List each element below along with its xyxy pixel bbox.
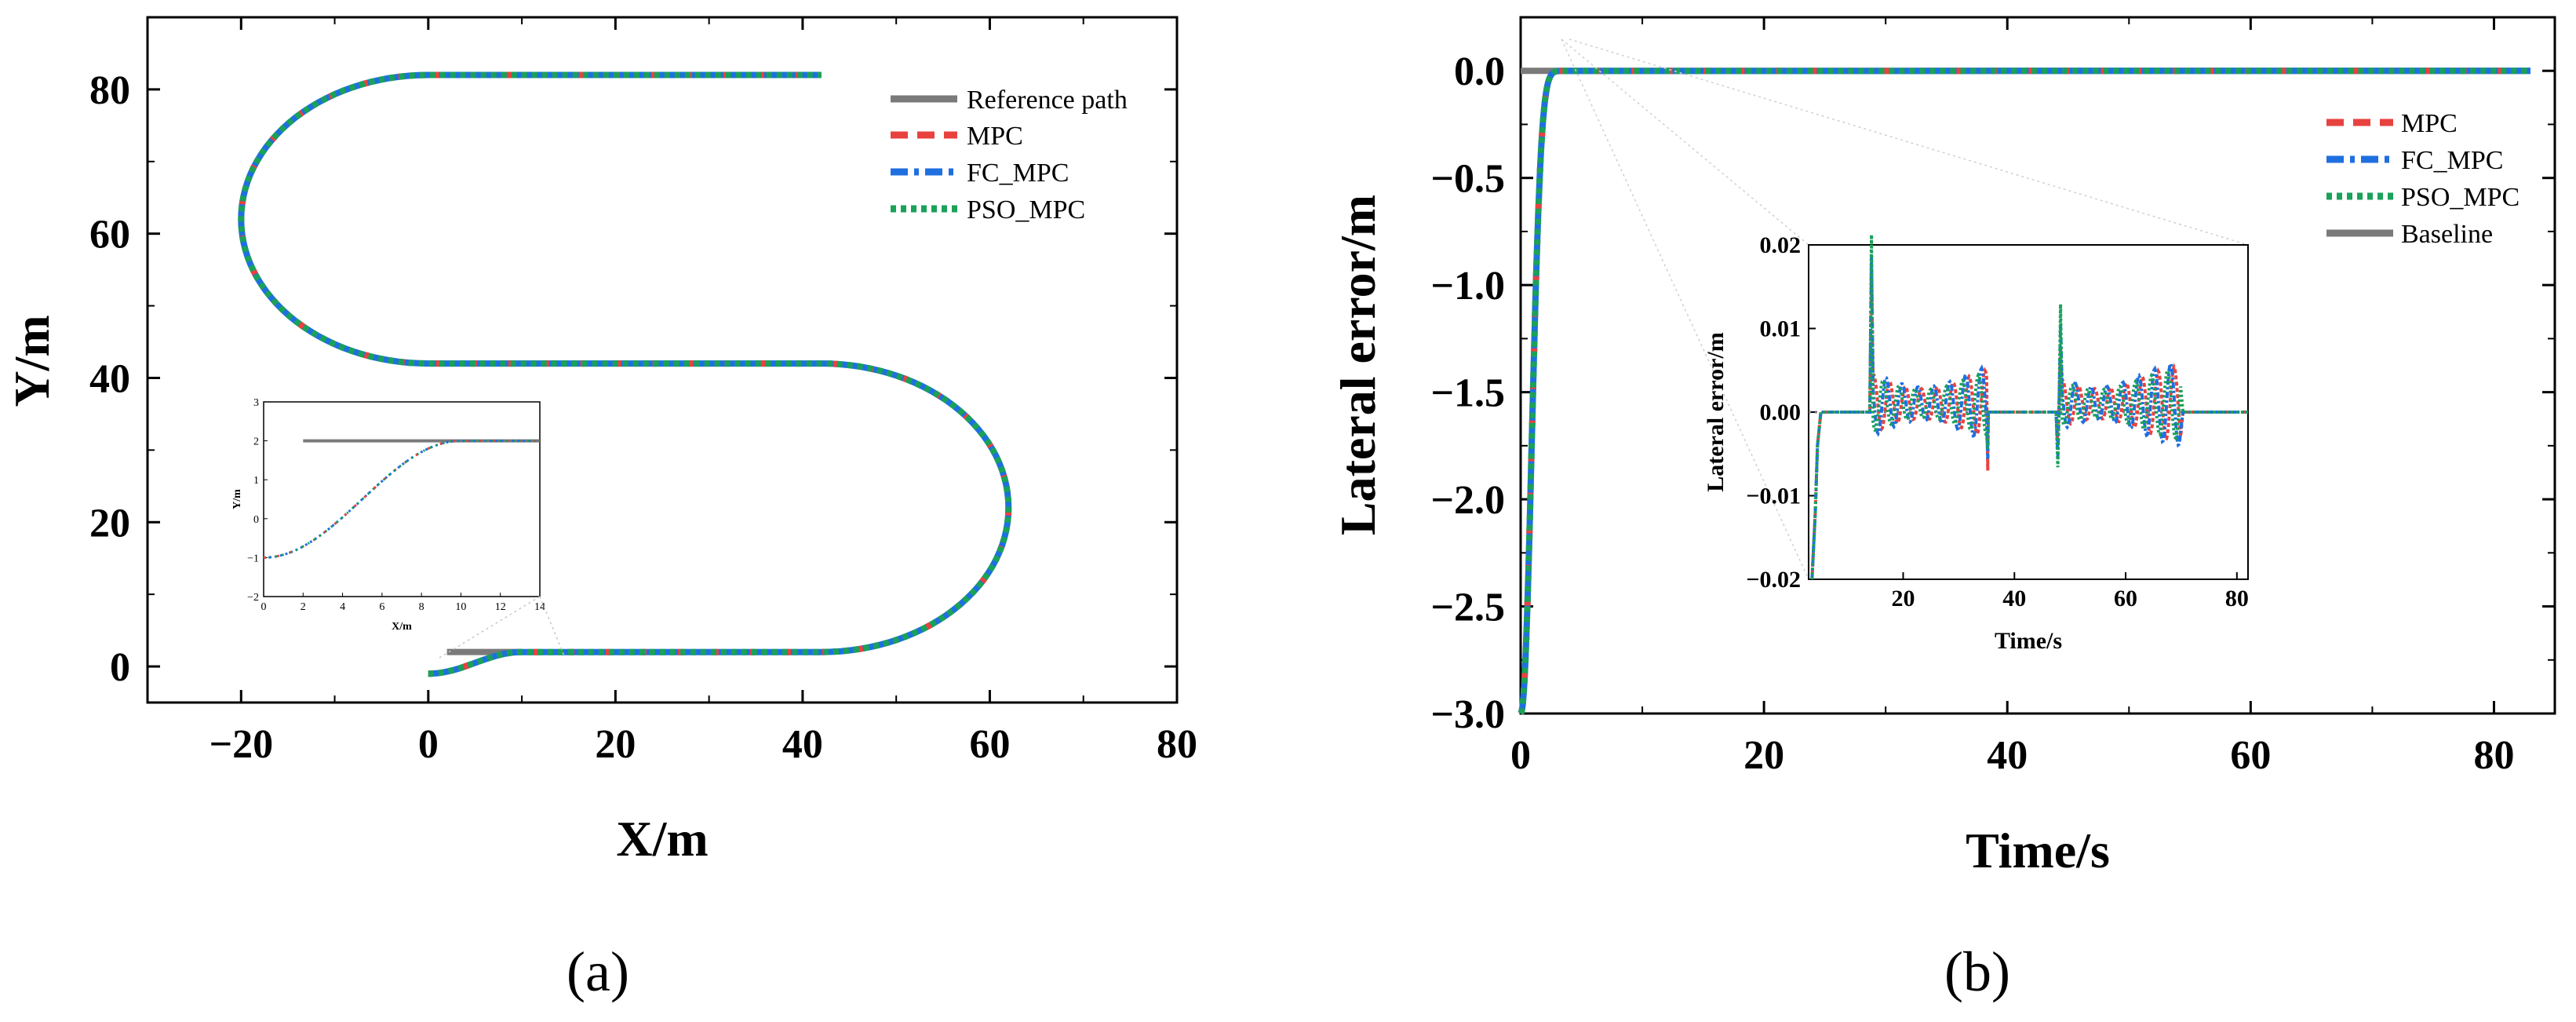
inset-b-xlabel: Time/s	[1995, 628, 2062, 654]
x-tick-label: 40	[1987, 733, 2028, 778]
y-tick-label: 0	[110, 645, 130, 690]
y-tick-label: −0.5	[1430, 157, 1505, 202]
chart-b-ylabel: Lateral error/m	[1330, 195, 1386, 535]
chart-a-xlabel: X/m	[616, 811, 708, 867]
inset-a-zoom-line-1	[439, 596, 541, 659]
inset-y-tick-label: −1	[247, 553, 259, 564]
x-tick-label: 20	[1743, 733, 1784, 778]
legend-b-baseline-label: Baseline	[2401, 220, 2493, 249]
pso-mpc-path	[238, 71, 1012, 677]
x-tick-label: 20	[595, 722, 636, 767]
inset-y-tick-label: 2	[253, 436, 259, 448]
inset-x-tick-label: 20	[1892, 586, 1915, 611]
chart-a-caption: (a)	[567, 940, 629, 1003]
chart-b-frame	[1519, 16, 2556, 715]
inset-y-tick-label: 0.02	[1760, 232, 1802, 258]
y-tick-label: 60	[89, 213, 130, 257]
y-tick-label: −3.0	[1430, 692, 1505, 737]
chart-a-paths	[238, 71, 1012, 677]
chart-b-series	[1518, 68, 2531, 715]
inset-x-tick-label: 60	[2114, 586, 2137, 611]
inset-x-tick-label: 10	[455, 601, 466, 613]
x-tick-label: 60	[969, 722, 1010, 767]
x-tick-label: 40	[782, 722, 823, 767]
inset-b-zoom-line-2	[1561, 38, 1809, 580]
inset-y-tick-label: 3	[253, 397, 259, 409]
inset-a-background	[264, 402, 540, 597]
inset-y-tick-label: −0.02	[1746, 567, 1801, 593]
inset-x-tick-label: 2	[301, 601, 306, 613]
chart-a-ylabel: Y/m	[4, 315, 60, 407]
y-tick-label: 20	[89, 501, 130, 546]
inset-x-tick-label: 4	[340, 601, 345, 613]
y-tick-label: 40	[89, 356, 130, 401]
chart-b-ticks: 0 20 40 60 80 0.0 −0.5 −1.0 −1.5 −2.0 −2.5 −3.0	[1430, 17, 2555, 778]
inset-x-tick-label: 14	[534, 601, 545, 613]
x-tick-label: 0	[418, 722, 439, 767]
x-tick-label: 80	[1157, 722, 1197, 767]
chart-b-legend: MPC FC_MPC PSO_MPC Baseline	[2326, 109, 2520, 249]
y-tick-label: −2.5	[1430, 586, 1505, 630]
legend-b-fc-mpc-label: FC_MPC	[2401, 146, 2503, 175]
legend-b-mpc-label: MPC	[2401, 109, 2458, 138]
chart-b: 0 20 40 60 80 0.0 −0.5 −1.0 −1.5 −2.0 −2.5 −3.0 Tim…	[1330, 16, 2556, 1003]
inset-y-tick-label: 0.00	[1760, 400, 1802, 425]
inset-x-tick-label: 6	[379, 601, 384, 613]
inset-x-tick-label: 80	[2225, 586, 2249, 611]
inset-y-tick-label: 0.01	[1760, 316, 1802, 342]
chart-b-caption: (b)	[1944, 940, 2010, 1003]
inset-a-frame	[263, 401, 541, 597]
legend-reference-label: Reference path	[967, 86, 1128, 115]
legend-fc-mpc-label: FC_MPC	[967, 159, 1069, 188]
x-tick-label: −20	[209, 722, 273, 767]
legend-b-pso-mpc-label: PSO_MPC	[2401, 183, 2520, 212]
x-tick-label: 60	[2230, 733, 2271, 778]
legend-pso-mpc-label: PSO_MPC	[967, 195, 1085, 224]
inset-b-ticks: 20 40 60 80 0.02 0.01 0.00 −0.01 −0.02	[1746, 232, 2248, 611]
inset-a-paths	[263, 439, 540, 559]
x-tick-label: 80	[2473, 733, 2514, 778]
inset-b-series	[1809, 235, 2248, 580]
inset-y-tick-label: 0	[253, 514, 259, 526]
inset-mpc-path	[263, 440, 540, 559]
y-tick-label: 80	[89, 68, 130, 113]
chart-a-frame	[146, 16, 1179, 704]
inset-x-tick-label: 8	[419, 601, 424, 613]
inset-a-ylabel: Y/m	[231, 489, 243, 509]
inset-y-tick-label: −0.01	[1746, 484, 1801, 509]
y-tick-label: −1.5	[1430, 371, 1505, 416]
inset-a-xlabel: X/m	[392, 621, 412, 633]
chart-a-legend: Reference path MPC FC_MPC PSO_MPC	[891, 86, 1128, 224]
inset-b-ylabel: Lateral error/m	[1703, 332, 1729, 492]
y-tick-label: −1.0	[1430, 264, 1505, 308]
y-tick-label: 0.0	[1454, 49, 1505, 94]
inset-y-tick-label: 1	[253, 475, 259, 487]
inset-x-tick-label: 40	[2002, 586, 2026, 611]
inset-x-tick-label: 12	[495, 601, 506, 613]
inset-y-tick-label: −2	[247, 592, 259, 604]
legend-mpc-label: MPC	[967, 122, 1023, 151]
inset-pso-mpc-series	[1810, 235, 2248, 580]
chart-b-inset: 20 40 60 80 0.02 0.01 0.00 −0.01 −0.02 Time/s La…	[1703, 232, 2249, 654]
pso-mpc-series	[1518, 68, 2531, 715]
inset-a-zoom-line-2	[539, 596, 566, 659]
chart-b-xlabel: Time/s	[1966, 823, 2110, 878]
inset-b-zoom-line-1	[1561, 38, 1809, 246]
x-tick-label: 0	[1510, 733, 1531, 778]
y-tick-label: −2.0	[1430, 478, 1505, 523]
inset-x-tick-label: 0	[261, 601, 267, 613]
